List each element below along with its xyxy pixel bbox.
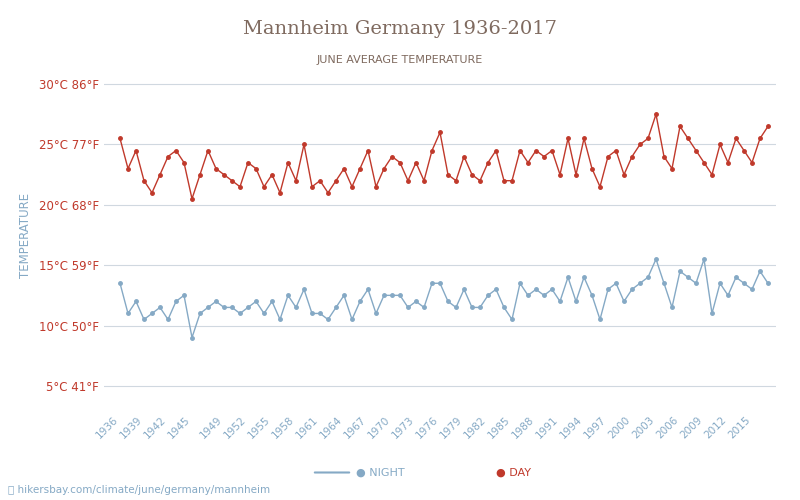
Text: JUNE AVERAGE TEMPERATURE: JUNE AVERAGE TEMPERATURE [317,55,483,65]
Text: ● DAY: ● DAY [496,468,531,477]
Text: Mannheim Germany 1936-2017: Mannheim Germany 1936-2017 [243,20,557,38]
Text: 🌐 hikersbay.com/climate/june/germany/mannheim: 🌐 hikersbay.com/climate/june/germany/man… [8,485,270,495]
Y-axis label: TEMPERATURE: TEMPERATURE [19,192,32,278]
Text: ● NIGHT: ● NIGHT [356,468,405,477]
